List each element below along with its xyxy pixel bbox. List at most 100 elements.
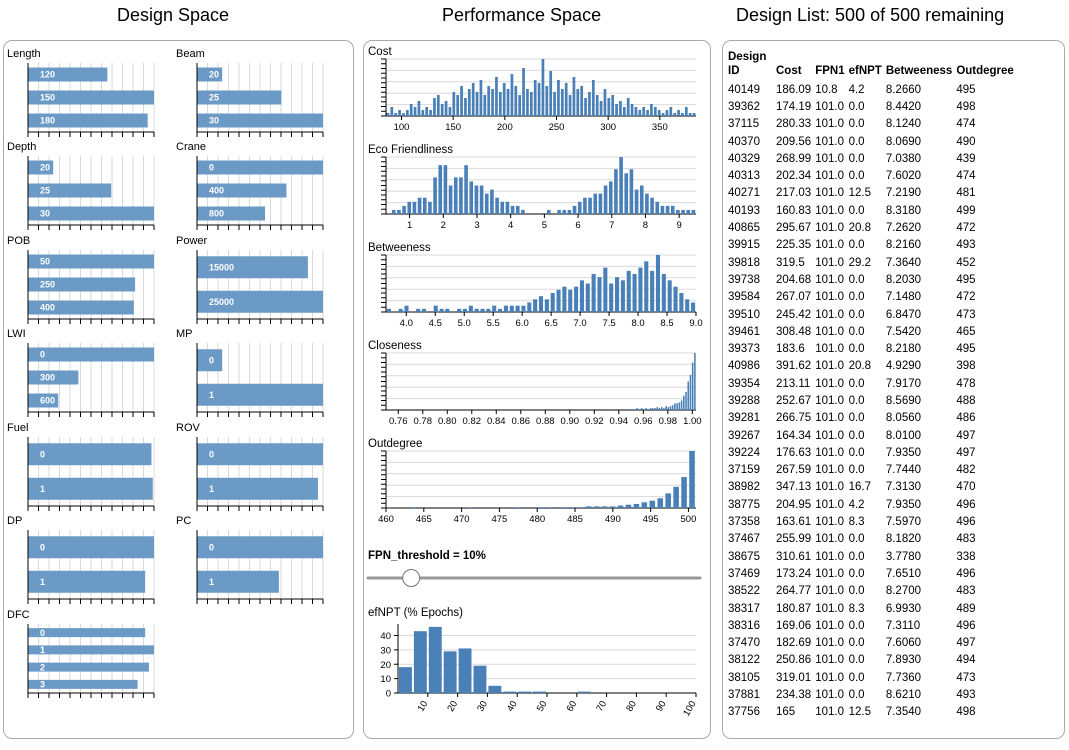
histogram-bar[interactable] <box>473 665 487 693</box>
table-row[interactable]: 40370 209.56 101.0 0.0 8.0690 490 <box>728 133 1018 150</box>
histogram-bar[interactable] <box>443 651 457 693</box>
histogram-bar[interactable] <box>433 305 438 312</box>
histogram-bar[interactable] <box>469 181 474 214</box>
histogram-bar[interactable] <box>650 104 653 116</box>
table-row[interactable]: 39915 225.35 101.0 0.0 8.2160 493 <box>728 237 1018 254</box>
histogram-bar[interactable] <box>562 507 568 508</box>
histogram-bar[interactable] <box>620 280 625 312</box>
table-row[interactable]: 39267 164.34 101.0 0.0 8.0100 497 <box>728 427 1018 444</box>
value-bar[interactable] <box>28 679 138 689</box>
table-row[interactable]: 39281 266.75 101.0 0.0 8.0560 486 <box>728 410 1018 427</box>
histogram-bar[interactable] <box>498 92 502 116</box>
histogram-bar[interactable] <box>386 308 391 312</box>
histogram-bar[interactable] <box>562 286 567 312</box>
histogram-bar[interactable] <box>471 83 475 116</box>
histogram-bar[interactable] <box>466 507 473 508</box>
histogram-bar[interactable] <box>660 407 663 410</box>
histogram-bar[interactable] <box>545 86 549 116</box>
histogram-bar[interactable] <box>667 407 670 410</box>
histogram-bar[interactable] <box>416 308 421 312</box>
histogram-bar[interactable] <box>398 110 401 116</box>
table-row[interactable]: 39362 174.19 101.0 0.0 8.4420 498 <box>728 98 1018 115</box>
histogram-bar[interactable] <box>433 177 437 214</box>
value-bar[interactable] <box>28 183 112 198</box>
histogram-bar[interactable] <box>626 98 630 116</box>
value-bar[interactable] <box>197 290 324 313</box>
histogram-bar[interactable] <box>577 201 582 214</box>
histogram-bar[interactable] <box>538 507 544 508</box>
histogram-bar[interactable] <box>515 305 520 312</box>
histogram-bar[interactable] <box>503 691 517 693</box>
histogram-bar[interactable] <box>691 209 696 214</box>
histogram-bar[interactable] <box>665 110 669 116</box>
histogram-bar[interactable] <box>483 95 487 116</box>
histogram-bar[interactable] <box>559 409 561 410</box>
histogram-bar[interactable] <box>674 403 676 410</box>
histogram-bar[interactable] <box>402 113 405 116</box>
histogram-bar[interactable] <box>577 507 584 508</box>
histogram-bar[interactable] <box>526 89 529 116</box>
histogram-bar[interactable] <box>601 506 608 508</box>
histogram-bar[interactable] <box>627 409 630 410</box>
table-row[interactable]: 40271 217.03 101.0 12.5 7.2190 481 <box>728 185 1018 202</box>
histogram-bar[interactable] <box>459 177 463 214</box>
histogram-bar[interactable] <box>429 110 432 116</box>
histogram-bar[interactable] <box>593 506 600 508</box>
table-row[interactable]: 39224 176.63 101.0 0.0 7.9350 497 <box>728 444 1018 461</box>
histogram-bar[interactable] <box>572 205 577 214</box>
histogram-bar[interactable] <box>630 104 634 116</box>
table-row[interactable]: 37881 234.38 101.0 0.0 8.6210 493 <box>728 686 1018 703</box>
histogram-bar[interactable] <box>568 95 572 116</box>
histogram-bar[interactable] <box>633 503 640 508</box>
histogram-bar[interactable] <box>407 201 412 214</box>
histogram-bar[interactable] <box>588 197 592 214</box>
histogram-bar[interactable] <box>411 507 417 508</box>
table-row[interactable]: 39818 319.5 101.0 29.2 7.3640 452 <box>728 254 1018 271</box>
histogram-bar[interactable] <box>468 305 473 312</box>
histogram-bar[interactable] <box>479 185 484 215</box>
table-row[interactable]: 37756 165 101.0 12.5 7.3540 498 <box>728 704 1018 721</box>
histogram-bar[interactable] <box>685 391 687 410</box>
value-bar[interactable] <box>28 477 153 500</box>
histogram-bar[interactable] <box>439 308 444 312</box>
histogram-bar[interactable] <box>614 169 618 214</box>
value-bar[interactable] <box>28 300 134 315</box>
histogram-bar[interactable] <box>614 277 620 312</box>
column-header-betweeness[interactable]: Betweeness <box>885 65 953 77</box>
histogram-bar[interactable] <box>506 89 510 116</box>
column-header-fpn1[interactable]: FPN1 <box>815 65 845 77</box>
histogram-bar[interactable] <box>649 408 652 410</box>
histogram-bar[interactable] <box>510 205 515 214</box>
column-header-design-id[interactable]: Design ID <box>728 51 767 77</box>
histogram-bar[interactable] <box>650 197 654 214</box>
histogram-bar[interactable] <box>503 305 508 312</box>
histogram-bar[interactable] <box>624 173 629 214</box>
histogram-bar[interactable] <box>546 209 551 214</box>
histogram-bar[interactable] <box>514 507 520 508</box>
table-row[interactable]: 37470 182.69 101.0 0.0 7.6060 497 <box>728 635 1018 652</box>
histogram-bar[interactable] <box>585 283 590 313</box>
histogram-bar[interactable] <box>549 71 553 116</box>
histogram-bar[interactable] <box>655 255 661 312</box>
histogram-bar[interactable] <box>518 95 522 116</box>
histogram-bar[interactable] <box>609 506 616 508</box>
histogram-bar[interactable] <box>661 274 666 312</box>
value-bar[interactable] <box>28 347 155 362</box>
table-row[interactable]: 37358 163.61 101.0 8.3 7.5970 496 <box>728 513 1018 530</box>
table-row[interactable]: 37159 267.59 101.0 0.0 7.7440 482 <box>728 462 1018 479</box>
histogram-bar[interactable] <box>448 107 452 116</box>
value-bar[interactable] <box>197 113 324 128</box>
histogram-bar[interactable] <box>645 408 647 410</box>
histogram-bar[interactable] <box>405 110 409 116</box>
value-bar[interactable] <box>28 277 136 292</box>
histogram-bar[interactable] <box>421 308 427 312</box>
histogram-bar[interactable] <box>479 80 483 116</box>
histogram-bar[interactable] <box>677 110 680 116</box>
histogram-bar[interactable] <box>572 77 576 116</box>
histogram-bar[interactable] <box>649 500 656 508</box>
histogram-bar[interactable] <box>585 506 592 508</box>
histogram-bar[interactable] <box>533 691 546 693</box>
histogram-bar[interactable] <box>636 408 639 410</box>
value-bar[interactable] <box>197 90 282 105</box>
histogram-bar[interactable] <box>688 113 692 116</box>
